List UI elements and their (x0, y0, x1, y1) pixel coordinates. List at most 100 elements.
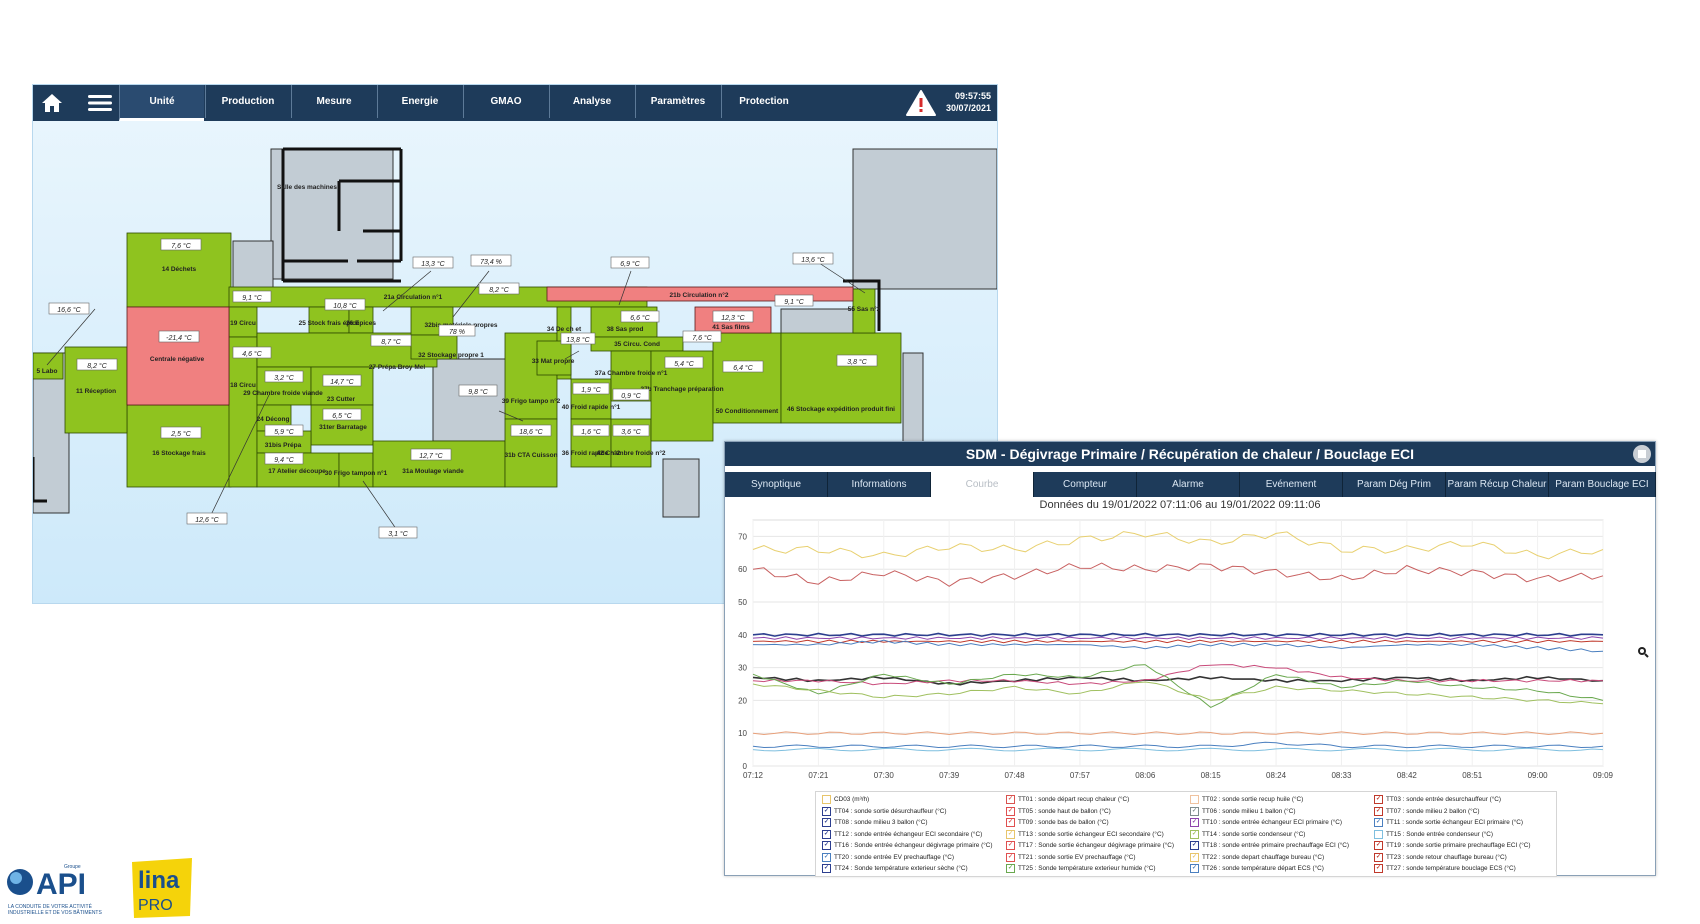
legend-item[interactable]: ✓ TT24 : Sonde température exterieur sèch… (822, 864, 968, 873)
legend-item[interactable]: ✓ TT03 : sonde entrée desurchauffeur (°C) (1374, 795, 1501, 804)
tab-unite[interactable]: Unité (119, 85, 204, 121)
tab-synoptique[interactable]: Synoptique (725, 472, 828, 497)
room-26[interactable] (348, 306, 374, 334)
tab-production[interactable]: Production (205, 85, 290, 118)
legend-checkbox[interactable] (1374, 829, 1383, 839)
legend-item[interactable]: CD03 (m³/h) (822, 795, 869, 804)
x-tick-label: 07:30 (874, 771, 895, 780)
legend-item[interactable]: TT15 : Sonde entrée condenseur (°C) (1374, 829, 1493, 839)
room-centrale-negative[interactable] (126, 306, 230, 406)
legend-item[interactable]: ✓ TT01 : sonde départ recup chaleur (°C) (1006, 795, 1129, 804)
tab-param-recup-chaleur[interactable]: Param Récup Chaleur (1446, 472, 1549, 497)
legend-checkbox[interactable]: ✓ (1374, 841, 1383, 850)
legend-item[interactable]: ✓ TT25 : Sonde température exterieur humi… (1006, 864, 1156, 873)
legend-item[interactable]: ✓ TT07 : sonde milieu 2 ballon (°C) (1374, 806, 1480, 816)
legend-checkbox[interactable]: ✓ (1190, 818, 1199, 827)
tab-alarme[interactable]: Alarme (1137, 472, 1240, 497)
tab-compteur[interactable]: Compteur (1034, 472, 1137, 497)
y-tick-label: 70 (738, 532, 747, 541)
legend-item[interactable]: ✓ TT21 : sonde sortie EV prechauffage (°C… (1006, 852, 1136, 862)
tab-protection[interactable]: Protection (721, 85, 806, 118)
legend-item[interactable]: ✓ TT10 : sonde entrée échangeur ECI prima… (1190, 818, 1342, 827)
api-logo: API Groupe LA CONDUITE DE VOTRE ACTIVITÉ… (7, 864, 102, 916)
legend-item[interactable]: ✓ TT19 : sonde sortie primaire prechauffa… (1374, 841, 1531, 850)
legend-checkbox[interactable]: ✓ (1006, 841, 1015, 850)
legend-item[interactable]: ✓ TT04 : sonde sortie désurchauffeur (°C) (822, 806, 947, 816)
legend-checkbox[interactable]: ✓ (1006, 829, 1015, 839)
room-18[interactable] (228, 336, 258, 488)
legend-checkbox[interactable]: ✓ (1374, 864, 1383, 873)
room-50[interactable] (712, 332, 782, 424)
legend-checkbox[interactable]: ✓ (822, 829, 831, 839)
legend-item[interactable]: ✓ TT11 : sonde sortie échangeur ECI prima… (1374, 818, 1523, 827)
tab-evenement[interactable]: Evénement (1240, 472, 1343, 497)
legend-item[interactable]: ✓ TT16 : Sonde entrée échangeur dégivrage… (822, 841, 993, 850)
menu-button[interactable] (81, 85, 119, 121)
room-label: 11 Réception (76, 388, 116, 395)
legend-checkbox[interactable]: ✓ (1006, 806, 1015, 816)
close-button[interactable] (1633, 445, 1651, 463)
legend-checkbox[interactable] (822, 795, 831, 804)
reading: 3,6 °C (621, 428, 641, 436)
legend-checkbox[interactable]: ✓ (822, 852, 831, 862)
legend-checkbox[interactable]: ✓ (1190, 829, 1199, 839)
legend-item[interactable]: ✓ TT18 : sonde entrée primaire prechauffa… (1190, 841, 1349, 850)
legend-checkbox[interactable]: ✓ (1190, 864, 1199, 873)
legend-checkbox[interactable]: ✓ (1006, 864, 1015, 873)
legend-checkbox[interactable]: ✓ (1190, 852, 1199, 862)
legend-item[interactable]: ✓ TT26 : sonde température départ ECS (°C… (1190, 864, 1324, 873)
tab-gmao[interactable]: GMAO (463, 85, 548, 118)
legend-item[interactable]: ✓ TT23 : sonde retour chauffage bureau (°… (1374, 852, 1507, 862)
tab-mesure[interactable]: Mesure (291, 85, 376, 118)
tab-param-bouclage-eci[interactable]: Param Bouclage ECI (1549, 472, 1656, 497)
legend-checkbox[interactable]: ✓ (822, 818, 831, 827)
legend-checkbox[interactable]: ✓ (1374, 818, 1383, 827)
legend-item[interactable]: ✓ TT12 : sonde entrée échangeur ECI secon… (822, 829, 982, 839)
home-button[interactable] (33, 85, 71, 121)
legend-checkbox[interactable]: ✓ (1006, 818, 1015, 827)
tab-informations[interactable]: Informations (828, 472, 931, 497)
room-33[interactable] (536, 340, 572, 376)
tab-param-deg-prim[interactable]: Param Dég Prim (1343, 472, 1446, 497)
tab-energie[interactable]: Energie (377, 85, 462, 118)
legend-checkbox[interactable] (1190, 795, 1199, 804)
tab-parametres[interactable]: Paramètres (635, 85, 720, 118)
room-5[interactable] (33, 352, 64, 380)
room-55[interactable] (852, 288, 876, 334)
x-tick-label: 08:24 (1266, 771, 1287, 780)
legend-item[interactable]: ✓ TT06 : sonde milieu 1 ballon (°C) (1190, 806, 1296, 816)
legend-item[interactable]: ✓ TT13 : sonde sortie échangeur ECI secon… (1006, 829, 1164, 839)
legend-item[interactable]: TT02 : sonde sortie recup huile (°C) (1190, 795, 1303, 804)
legend-checkbox[interactable]: ✓ (822, 864, 831, 873)
tab-analyse[interactable]: Analyse (549, 85, 634, 118)
room-16[interactable] (126, 404, 232, 488)
legend-item[interactable]: ✓ TT22 : sonde depart chauffage bureau (°… (1190, 852, 1324, 862)
room-30[interactable] (338, 452, 374, 488)
legend-item[interactable]: ✓ TT17 : Sonde sortie échangeur dégivrage… (1006, 841, 1174, 850)
zoom-icon[interactable] (1637, 646, 1649, 658)
legend-checkbox[interactable]: ✓ (1374, 806, 1383, 816)
room-label: 32 Stockage propre 1 (418, 352, 484, 359)
legend-item[interactable]: ✓ TT05 : sonde haut de ballon (°C) (1006, 806, 1111, 816)
legend-checkbox[interactable]: ✓ (1190, 806, 1199, 816)
legend-item[interactable]: ✓ TT08 : sonde milieu 3 ballon (°C) (822, 818, 928, 827)
room-46[interactable] (780, 332, 902, 424)
line-chart[interactable]: 0 10 20 30 40 50 60 70 07:12 07:21 07:30 07:39 07:48… (725, 512, 1655, 808)
legend-checkbox[interactable]: ✓ (1374, 795, 1383, 804)
legend-checkbox[interactable]: ✓ (1006, 852, 1015, 862)
legend-checkbox[interactable]: ✓ (1374, 852, 1383, 862)
tab-courbe[interactable]: Courbe (931, 472, 1034, 497)
legend-checkbox[interactable]: ✓ (1190, 841, 1199, 850)
legend-item[interactable]: ✓ TT20 : sonde entrée EV prechauffage (°C… (822, 852, 955, 862)
room-31a[interactable] (372, 440, 506, 488)
legend-item[interactable]: ✓ TT14 : sonde sortie condenseur (°C) (1190, 829, 1305, 839)
legend-item[interactable]: ✓ TT27 : sonde température bouclage ECS (… (1374, 864, 1516, 873)
legend-label: TT20 : sonde entrée EV prechauffage (°C) (834, 853, 955, 861)
legend-checkbox[interactable]: ✓ (1006, 795, 1015, 804)
series-line (752, 731, 1604, 736)
legend-item[interactable]: ✓ TT09 : sonde bas de ballon (°C) (1006, 818, 1109, 827)
legend-checkbox[interactable]: ✓ (822, 841, 831, 850)
room-32[interactable] (410, 334, 458, 360)
alarm-button[interactable] (905, 89, 937, 117)
legend-checkbox[interactable]: ✓ (822, 806, 831, 816)
